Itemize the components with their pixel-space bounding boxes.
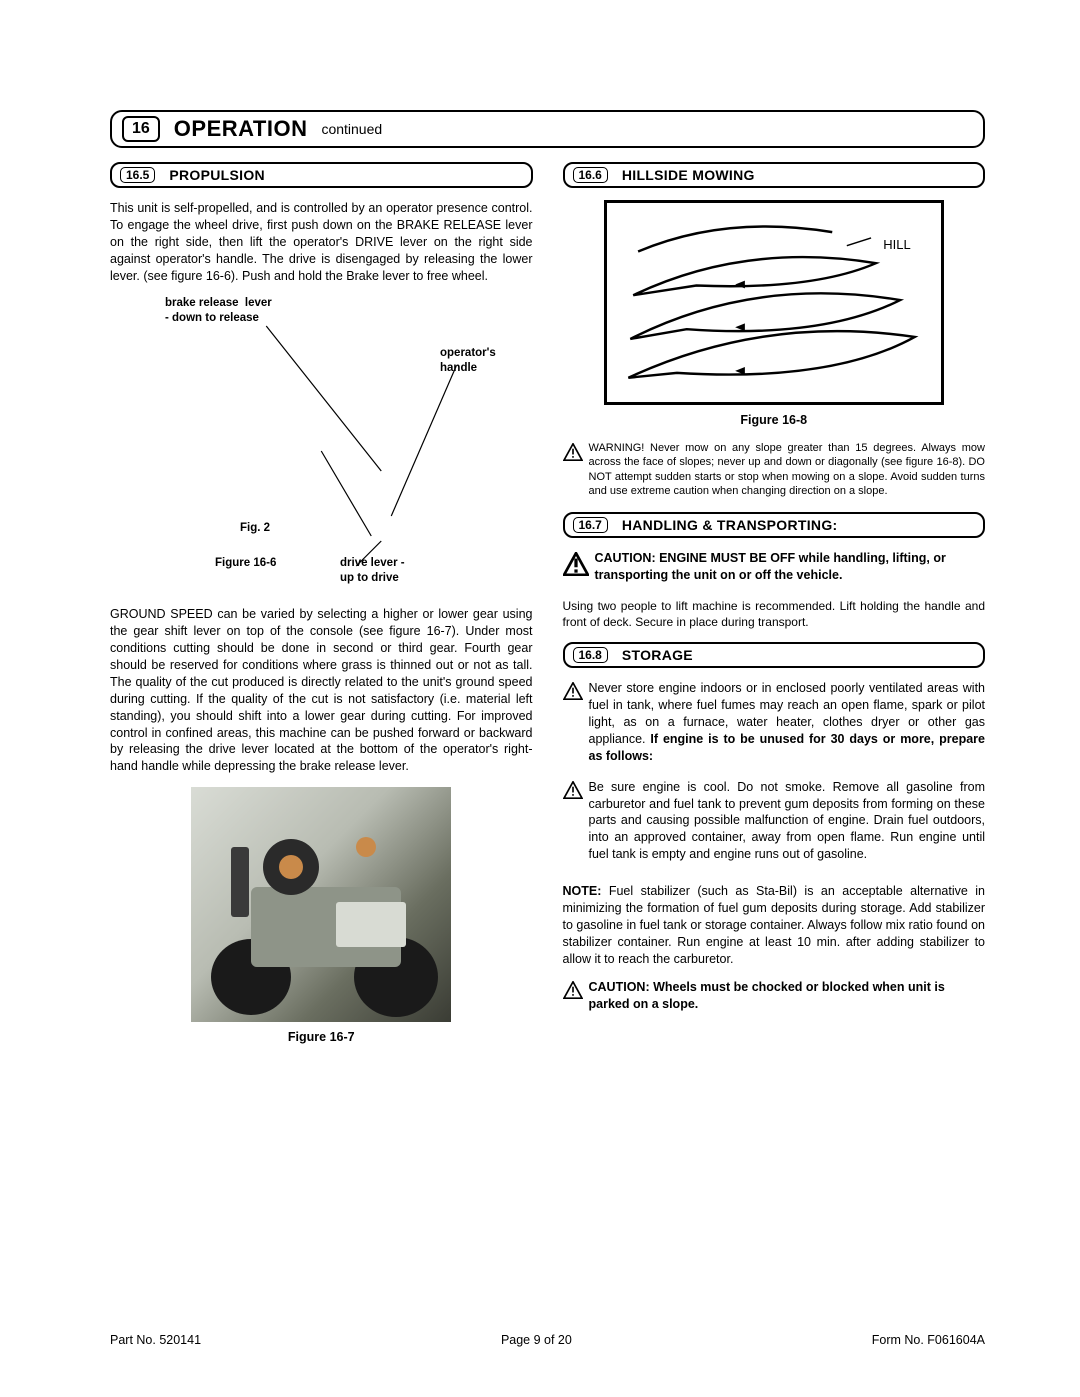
footer-part-no: Part No. 520141: [110, 1333, 201, 1347]
warning-icon: [563, 981, 583, 999]
figure-168-caption: Figure 16-8: [563, 413, 986, 427]
annotation-brake: brake release lever - down to release: [165, 296, 272, 325]
subsection-title: PROPULSION: [169, 167, 265, 183]
handling-paragraph: Using two people to lift machine is reco…: [563, 598, 986, 630]
lever-diagram: brake release lever - down to release op…: [110, 296, 533, 596]
subsection-title: HANDLING & TRANSPORTING:: [622, 517, 838, 533]
subsection-number: 16.8: [573, 647, 608, 663]
hill-diagram: [607, 203, 941, 402]
storage-note: NOTE: Fuel stabilizer (such as Sta-Bil) …: [563, 883, 986, 967]
caution-wheels-text: CAUTION: Wheels must be chocked or block…: [589, 979, 986, 1013]
subsection-header-hillside: 16.6 HILLSIDE MOWING: [563, 162, 986, 188]
footer-form-no: Form No. F061604A: [872, 1333, 985, 1347]
subsection-header-storage: 16.8 STORAGE: [563, 642, 986, 668]
subsection-title: HILLSIDE MOWING: [622, 167, 755, 183]
warning-storage-2-text: Be sure engine is cool. Do not smoke. Re…: [589, 779, 986, 863]
footer-page-no: Page 9 of 20: [501, 1333, 572, 1347]
warning-storage-2: Be sure engine is cool. Do not smoke. Re…: [563, 779, 986, 863]
figure-167-caption: Figure 16-7: [110, 1030, 533, 1044]
warning-storage-1-text: Never store engine indoors or in enclose…: [589, 680, 986, 764]
subsection-header-handling: 16.7 HANDLING & TRANSPORTING:: [563, 512, 986, 538]
annotation-fig2: Fig. 2: [240, 521, 270, 535]
subsection-number: 16.5: [120, 167, 155, 183]
subsection-title: STORAGE: [622, 647, 693, 663]
propulsion-paragraph-2: GROUND SPEED can be varied by selecting …: [110, 606, 533, 775]
hill-diagram-box: HILL: [604, 200, 944, 405]
annotation-fig166: Figure 16-6: [215, 556, 276, 570]
subsection-number: 16.7: [573, 517, 608, 533]
mower-illustration: [191, 787, 451, 1022]
subsection-number: 16.6: [573, 167, 608, 183]
diagram-lines: [110, 296, 533, 596]
section-number: 16: [122, 116, 160, 142]
propulsion-paragraph-1: This unit is self-propelled, and is cont…: [110, 200, 533, 284]
annotation-handle: operator's handle: [440, 346, 496, 375]
caution-engine-off: CAUTION: ENGINE MUST BE OFF while handli…: [563, 550, 986, 584]
subsection-header-propulsion: 16.5 PROPULSION: [110, 162, 533, 188]
caution-wheels: CAUTION: Wheels must be chocked or block…: [563, 979, 986, 1013]
section-title: OPERATION: [174, 116, 308, 142]
page-footer: Part No. 520141 Page 9 of 20 Form No. F0…: [110, 1333, 985, 1347]
warning-slope: WARNING! Never mow on any slope greater …: [563, 441, 986, 498]
warning-icon: [563, 781, 583, 799]
warning-icon: [563, 552, 589, 576]
caution-engine-text: CAUTION: ENGINE MUST BE OFF while handli…: [595, 550, 986, 584]
annotation-drive: drive lever - up to drive: [340, 556, 405, 585]
continued-label: continued: [321, 121, 382, 137]
main-header: 16 OPERATION continued: [110, 110, 985, 148]
warning-storage-1: Never store engine indoors or in enclose…: [563, 680, 986, 764]
warning-icon: [563, 682, 583, 700]
photo-mower: [191, 787, 451, 1022]
warning-icon: [563, 443, 583, 461]
hill-label: HILL: [883, 237, 910, 252]
right-column: 16.6 HILLSIDE MOWING HILL Figure 16-8: [563, 162, 986, 1058]
warning-slope-text: WARNING! Never mow on any slope greater …: [589, 441, 986, 498]
left-column: 16.5 PROPULSION This unit is self-propel…: [110, 162, 533, 1058]
